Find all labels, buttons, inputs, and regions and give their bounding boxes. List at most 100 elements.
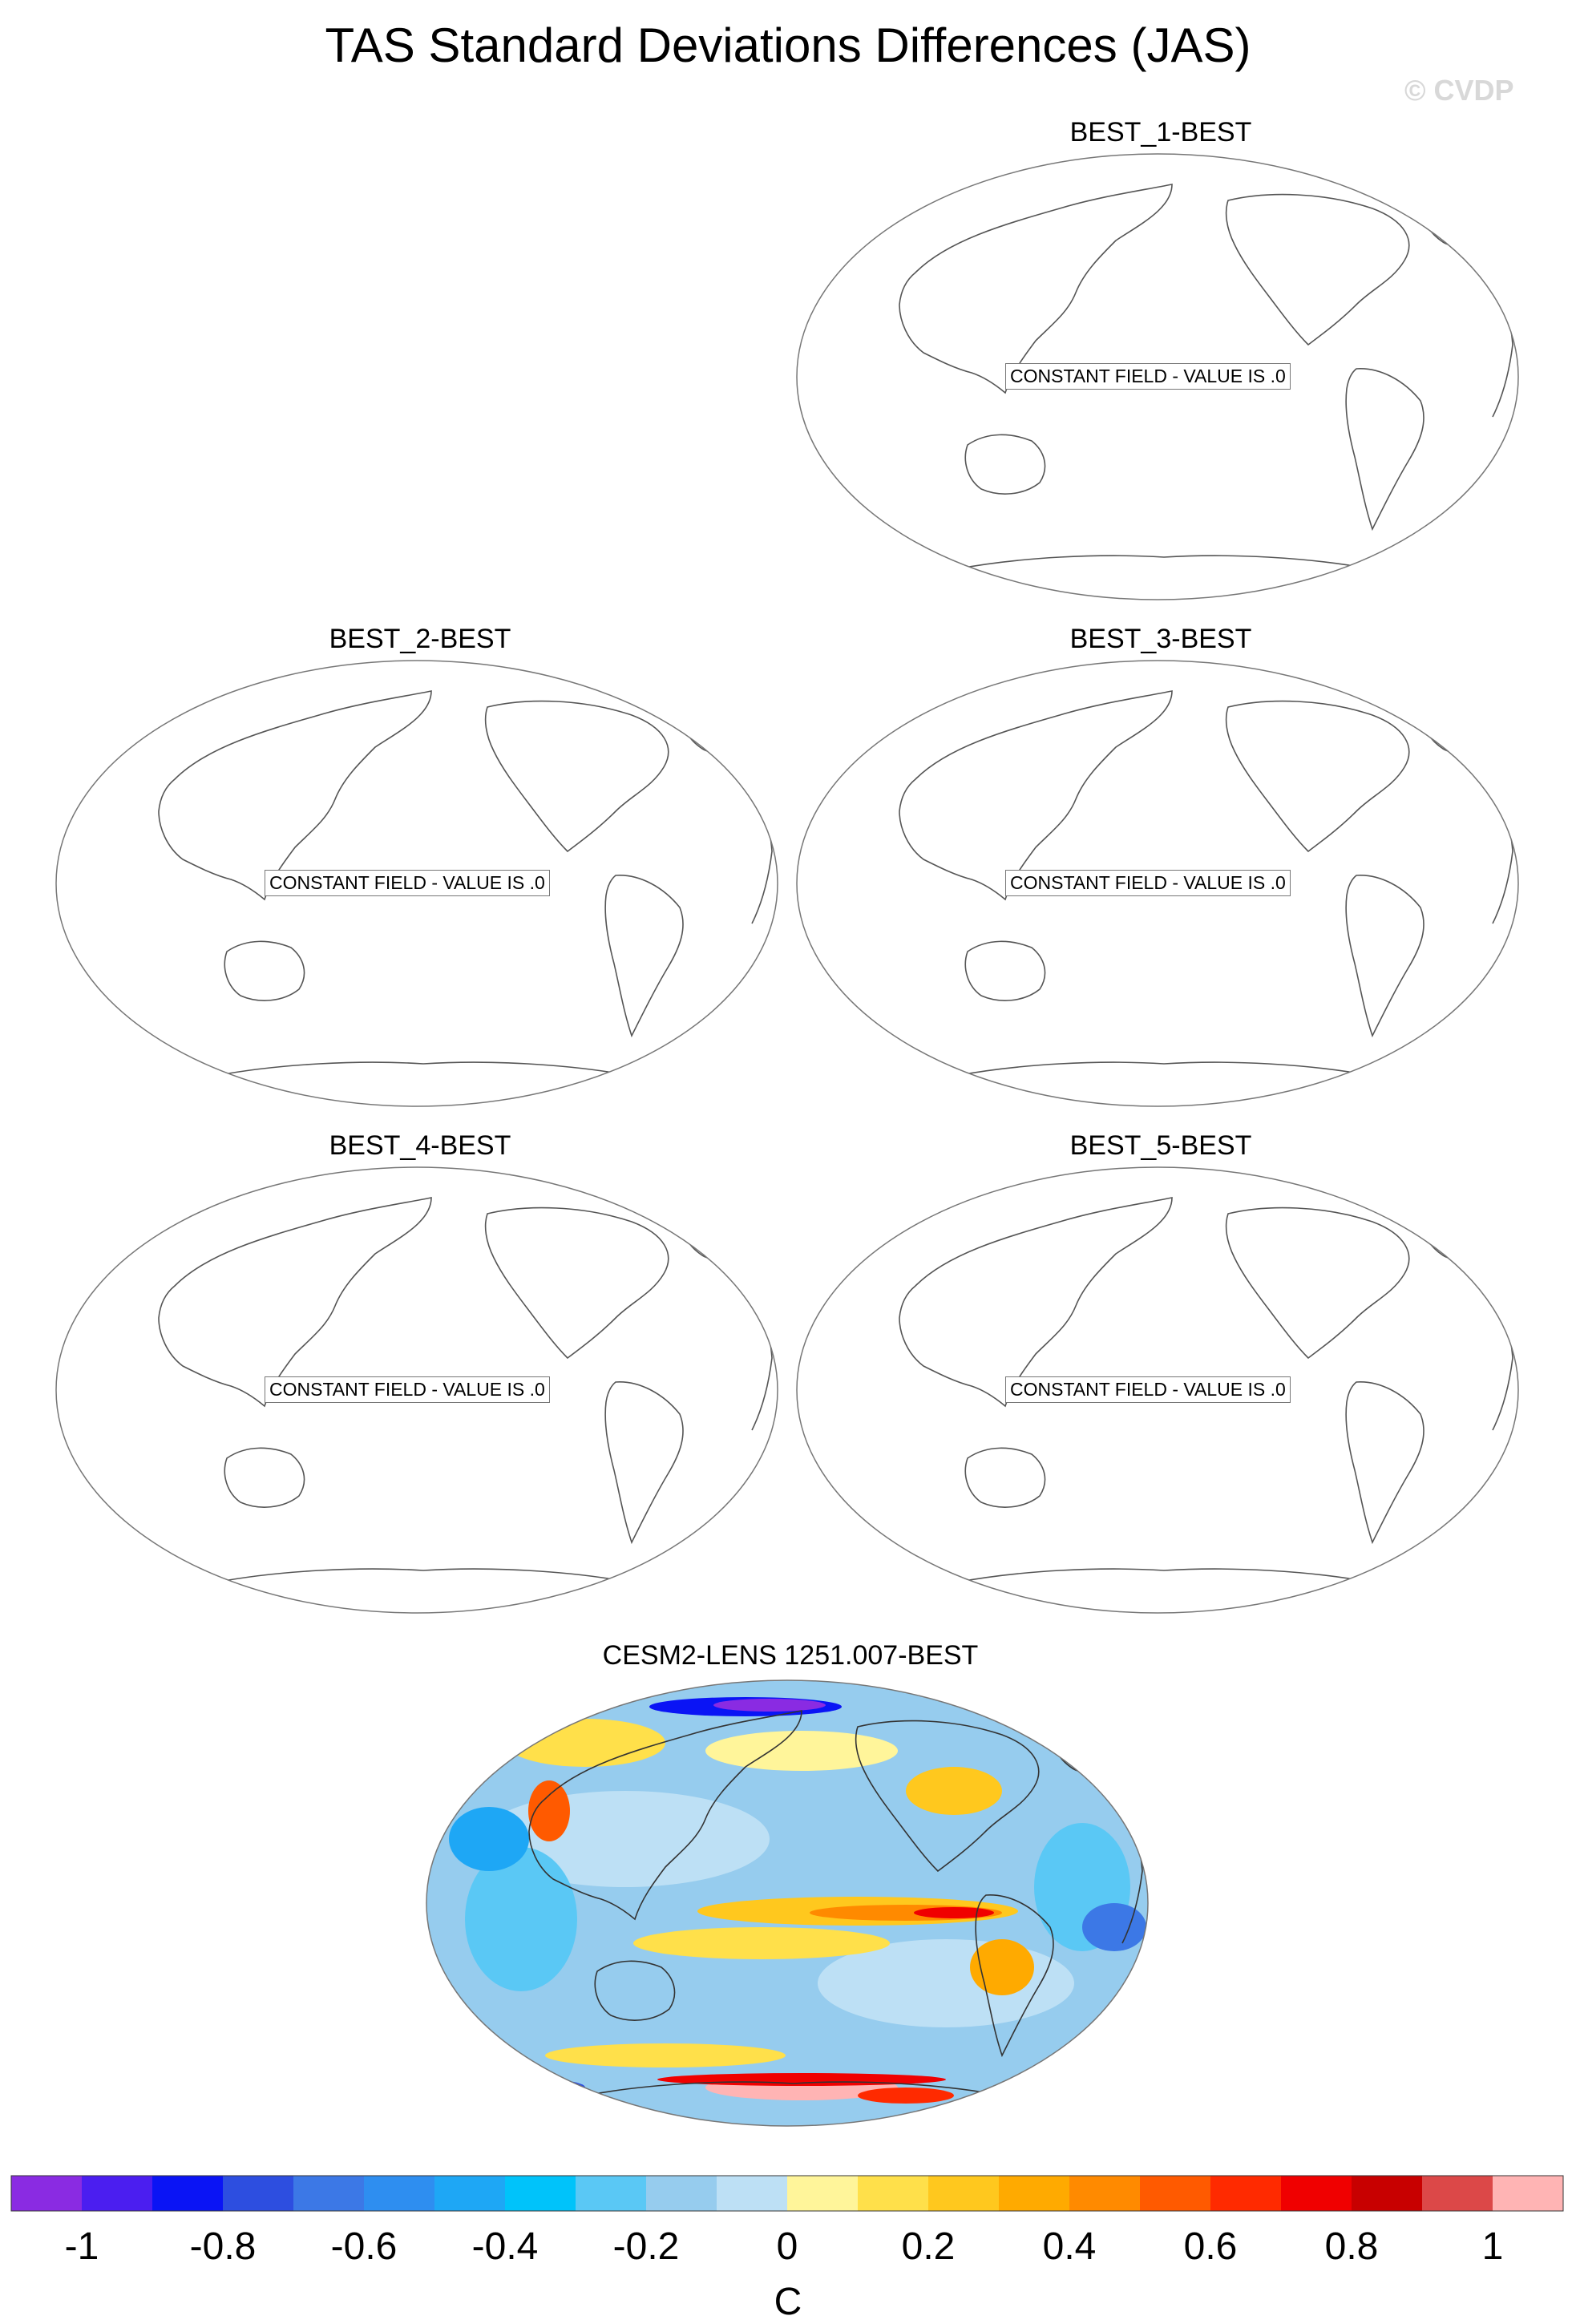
colorbar-tick-label: 0 bbox=[777, 2225, 798, 2268]
colorbar-box bbox=[505, 2176, 576, 2211]
cvdp-watermark: © CVDP bbox=[1404, 74, 1514, 107]
colorbar-box bbox=[1210, 2176, 1282, 2211]
colorbar-box bbox=[223, 2176, 294, 2211]
panel-best-4: BEST_4-BEST CONSTANT FIELD - VALUE IS .0 bbox=[55, 1126, 786, 1615]
panel-best-1: BEST_1-BEST CONSTANT FIELD - VALUE IS .0 bbox=[795, 112, 1526, 601]
map-outline bbox=[55, 660, 778, 1107]
colorbar-box bbox=[787, 2176, 859, 2211]
map-3 bbox=[55, 1166, 778, 1614]
colorbar-tick-label: 0.6 bbox=[1184, 2225, 1238, 2268]
map-1 bbox=[55, 660, 778, 1107]
field-blob bbox=[970, 1939, 1034, 1995]
colorbar-tick-label: 1 bbox=[1482, 2225, 1504, 2268]
colorbar-box bbox=[717, 2176, 788, 2211]
panel-title: CESM2-LENS 1251.007-BEST bbox=[602, 1640, 979, 1671]
colorbar-tick-label: -0.2 bbox=[613, 2225, 680, 2268]
coastline bbox=[955, 1568, 1373, 1583]
panel-cesm2-lens: CESM2-LENS 1251.007-BEST bbox=[425, 1632, 1156, 2129]
panel-best-3: BEST_3-BEST CONSTANT FIELD - VALUE IS .0 bbox=[795, 619, 1526, 1108]
colorbar-box bbox=[999, 2176, 1070, 2211]
colorbar-tick-label: -0.6 bbox=[331, 2225, 398, 2268]
colorbar-tick-label: 0.8 bbox=[1325, 2225, 1379, 2268]
coastline bbox=[214, 1061, 632, 1077]
map-5 bbox=[426, 1679, 1149, 2127]
colorbar-unit: C bbox=[774, 2281, 802, 2323]
coastline bbox=[975, 1894, 1054, 2058]
panel-best-2: BEST_2-BEST CONSTANT FIELD - VALUE IS .0 bbox=[55, 619, 786, 1108]
coastline bbox=[899, 690, 1173, 901]
colorbar-box bbox=[1140, 2176, 1211, 2211]
map-outline bbox=[796, 153, 1519, 600]
coastline bbox=[955, 1061, 1373, 1077]
coastline bbox=[955, 555, 1373, 570]
coastline bbox=[899, 184, 1173, 394]
colorbar-box bbox=[646, 2176, 717, 2211]
colorbar-tick-label: 0.2 bbox=[902, 2225, 956, 2268]
field-blob bbox=[713, 1699, 826, 1712]
constant-field-note: CONSTANT FIELD - VALUE IS .0 bbox=[1005, 363, 1291, 390]
coastline bbox=[584, 2081, 1003, 2096]
figure-title: TAS Standard Deviations Differences (JAS… bbox=[325, 18, 1251, 72]
coastline bbox=[1225, 193, 1410, 346]
coastline bbox=[964, 1447, 1046, 1508]
colorbar-box bbox=[364, 2176, 435, 2211]
colorbar-tick-label: -0.8 bbox=[190, 2225, 257, 2268]
constant-field-note: CONSTANT FIELD - VALUE IS .0 bbox=[1005, 1376, 1291, 1403]
panel-title: BEST_1-BEST bbox=[1069, 117, 1252, 148]
panel-title: BEST_5-BEST bbox=[1069, 1130, 1252, 1161]
constant-field-note: CONSTANT FIELD - VALUE IS .0 bbox=[265, 1376, 550, 1403]
coastline bbox=[1225, 1206, 1410, 1360]
coastline bbox=[964, 434, 1046, 495]
coastline bbox=[855, 1720, 1040, 1873]
coastline bbox=[1225, 700, 1410, 853]
map-0 bbox=[796, 153, 1519, 600]
field-blob bbox=[1082, 1903, 1146, 1951]
field-blob bbox=[449, 1807, 529, 1871]
coastline bbox=[1345, 368, 1424, 531]
map-2 bbox=[796, 660, 1519, 1107]
coastline bbox=[604, 1381, 684, 1545]
panel-title: BEST_3-BEST bbox=[1069, 624, 1252, 654]
map-outline bbox=[796, 1166, 1519, 1614]
colorbar-box bbox=[11, 2176, 83, 2211]
colorbar-box bbox=[1493, 2176, 1564, 2211]
field-blob bbox=[906, 1767, 1002, 1815]
map-4 bbox=[796, 1166, 1519, 1614]
colorbar-box bbox=[152, 2176, 224, 2211]
colorbar-box bbox=[434, 2176, 506, 2211]
field-blob bbox=[633, 1927, 890, 1959]
coastline bbox=[158, 1197, 432, 1408]
field-blob bbox=[914, 1907, 994, 1918]
colorbar-box bbox=[928, 2176, 1000, 2211]
colorbar-box bbox=[1352, 2176, 1423, 2211]
colorbar-box bbox=[293, 2176, 365, 2211]
colorbar-box bbox=[1281, 2176, 1352, 2211]
coastline bbox=[158, 690, 432, 901]
colorbar-tick-label: -1 bbox=[65, 2225, 99, 2268]
map-outline bbox=[796, 660, 1519, 1107]
panel-title: BEST_4-BEST bbox=[329, 1130, 511, 1161]
coastline bbox=[964, 940, 1046, 1001]
coastline bbox=[224, 1447, 305, 1508]
coastline bbox=[1345, 1381, 1424, 1545]
panel-best-5: BEST_5-BEST CONSTANT FIELD - VALUE IS .0 bbox=[795, 1126, 1526, 1615]
map-outline bbox=[426, 1679, 1149, 2127]
coastline bbox=[484, 700, 669, 853]
coastline bbox=[224, 940, 305, 1001]
panel-title: BEST_2-BEST bbox=[329, 624, 511, 654]
colorbar-tick-label: -0.4 bbox=[472, 2225, 539, 2268]
coastline bbox=[899, 1197, 1173, 1408]
colorbar-boxes bbox=[11, 2176, 1564, 2211]
colorbar-frame bbox=[10, 2175, 1564, 2212]
colorbar-box bbox=[1069, 2176, 1141, 2211]
colorbar-box bbox=[858, 2176, 929, 2211]
coastline bbox=[1345, 875, 1424, 1038]
map-outline bbox=[55, 1166, 778, 1614]
coastline bbox=[214, 1568, 632, 1583]
colorbar-tick-label: 0.4 bbox=[1043, 2225, 1097, 2268]
field-blob bbox=[858, 2088, 954, 2104]
colorbar-box bbox=[576, 2176, 647, 2211]
coastline bbox=[528, 1710, 802, 1921]
coastline bbox=[604, 875, 684, 1038]
